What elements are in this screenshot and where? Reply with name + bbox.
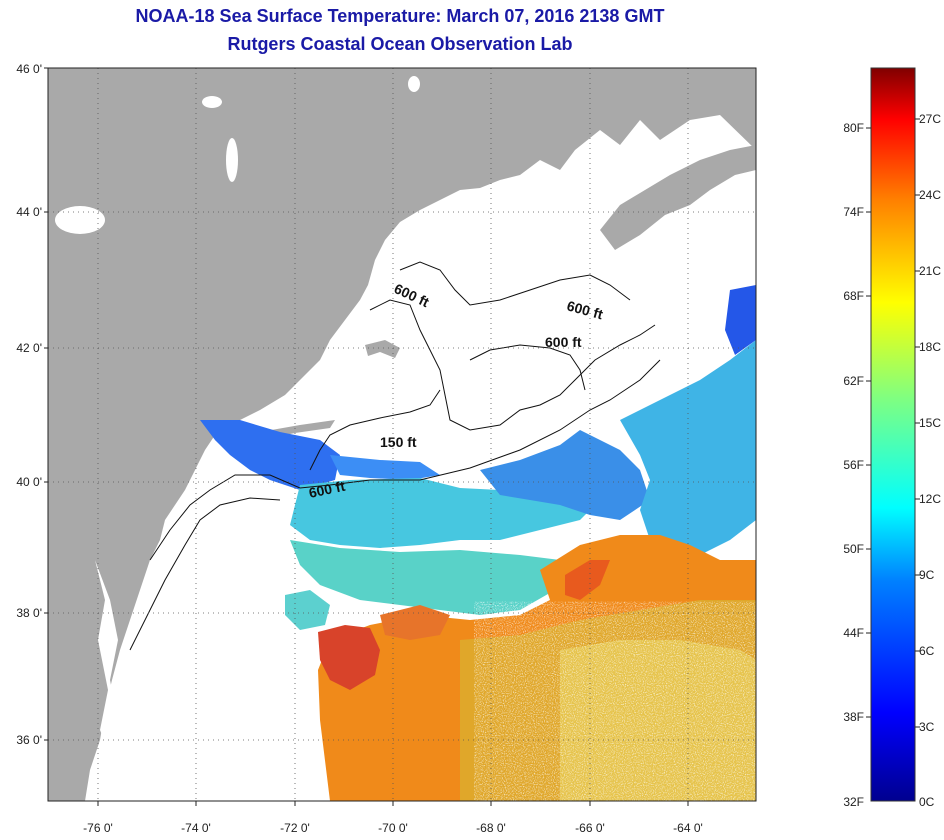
graticule [48,68,756,801]
lake [226,138,238,182]
colorbar-f-label: 80F [843,121,864,135]
colorbar-c-label: 24C [919,188,941,202]
colorbar-f-label: 62F [843,374,864,388]
lon-label: -68 0' [476,821,506,835]
colorbar-c-label: 18C [919,340,941,354]
colorbar-c-label: 21C [919,264,941,278]
contour-label: 150 ft [380,434,417,450]
depth-contours [129,261,661,651]
colorbar-f-label: 74F [843,205,864,219]
cape-cod [365,340,400,358]
colorbar-f-label: 38F [843,710,864,724]
colorbar-c-label: 9C [919,568,935,582]
colorbar-c-label: 0C [919,795,935,809]
colorbar-f-label: 56F [843,458,864,472]
colorbar-f-label: 44F [843,626,864,640]
lake [202,96,222,108]
lon-label: -74 0' [181,821,211,835]
map-frame [47,67,757,802]
colorbar-f-label: 50F [843,542,864,556]
colorbar-ticks [866,118,920,728]
chesapeake-bay [95,560,118,760]
lat-label: 38 0' [16,606,42,620]
lake [55,206,105,234]
lat-label: 40 0' [16,475,42,489]
lat-label: 44 0' [16,205,42,219]
lat-label: 36 0' [16,733,42,747]
colorbar-c-label: 6C [919,644,935,658]
land-mainland [48,68,756,801]
lat-label: 42 0' [16,341,42,355]
colorbar-f-label: 68F [843,289,864,303]
lon-label: -70 0' [378,821,408,835]
colorbar [870,67,916,802]
colorbar-c-label: 3C [919,720,935,734]
map-title: NOAA-18 Sea Surface Temperature: March 0… [135,6,665,26]
contour-label: 600 ft [545,334,582,350]
lon-label: -72 0' [280,821,310,835]
lat-label: 46 0' [16,62,42,76]
lon-ticks [97,801,689,806]
lon-label: -76 0' [83,821,113,835]
lon-label: -64 0' [673,821,703,835]
colorbar-c-label: 15C [919,416,941,430]
sst-data [200,285,756,801]
map-subtitle: Rutgers Coastal Ocean Observation Lab [227,34,573,54]
colorbar-c-label: 12C [919,492,941,506]
contour-label: 600 ft [307,478,346,501]
nova-scotia [600,145,756,250]
colorbar-c-label: 27C [919,112,941,126]
colorbar-f-label: 32F [843,795,864,809]
lake [408,76,420,92]
lat-ticks [44,67,48,741]
lon-label: -66 0' [575,821,605,835]
